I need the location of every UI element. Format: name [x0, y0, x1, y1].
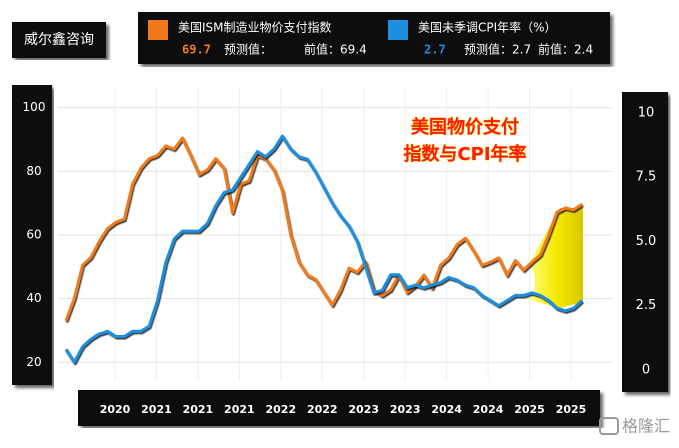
header-box	[12, 22, 106, 58]
legend-label: 美国ISM制造业物价支付指数	[178, 20, 332, 35]
annotation: 指数与CPI年率	[403, 143, 526, 165]
x-tick-label: 2023	[348, 403, 379, 416]
x-tick-label: 2022	[266, 403, 297, 416]
legend-latest: 69.7	[182, 43, 211, 57]
legend-forecast: 预测值：	[224, 42, 272, 57]
y-tick-label: 20	[26, 355, 41, 369]
x-tick-label: 2025	[556, 403, 587, 416]
y2-axis-panel	[622, 92, 668, 392]
watermark-group: 格隆汇	[599, 417, 670, 436]
y-tick-label: 100	[23, 100, 46, 114]
watermark: 格隆汇	[622, 417, 670, 436]
series-line	[64, 134, 584, 364]
y2-tick-label: 5.0	[636, 234, 657, 249]
y2-tick-label: 2.5	[636, 298, 657, 313]
y2-tick-label: 0	[642, 362, 650, 377]
x-tick-label: 2021	[183, 403, 214, 416]
y-tick-label: 60	[26, 228, 41, 242]
y-tick-label: 40	[26, 291, 41, 305]
x-tick-label: 2020	[100, 403, 131, 416]
x-axis-panel	[78, 390, 600, 426]
y2-tick-label: 7.5	[636, 170, 657, 185]
y-axis-panel	[12, 85, 52, 385]
header: 威尔鑫咨询	[24, 31, 94, 48]
series-line	[64, 136, 583, 322]
y-tick-label: 80	[26, 164, 41, 178]
x-tick-label: 2023	[390, 403, 421, 416]
legend-forecast: 预测值：2.7	[464, 42, 531, 57]
legend-swatch	[148, 20, 168, 40]
x-tick-label: 2022	[307, 403, 338, 416]
legend	[138, 12, 610, 64]
x-tick-label: 2024	[431, 403, 462, 416]
legend-latest: 2.7	[424, 43, 446, 57]
legend-previous: 前值：69.4	[304, 42, 367, 57]
legend-swatch	[388, 20, 408, 40]
legend-previous: 前值：2.4	[538, 42, 593, 57]
highlight	[530, 208, 583, 308]
annotation: 美国物价支付	[411, 116, 519, 138]
x-tick-label: 2024	[473, 403, 504, 416]
plot-area	[58, 88, 614, 380]
x-tick-label: 2025	[514, 403, 545, 416]
x-tick-label: 2021	[224, 403, 255, 416]
x-tick-label: 2021	[141, 403, 172, 416]
watermark-icon	[599, 417, 619, 435]
y2-tick-label: 10	[638, 105, 655, 120]
legend-label: 美国未季调CPI年率（%）	[418, 20, 557, 35]
